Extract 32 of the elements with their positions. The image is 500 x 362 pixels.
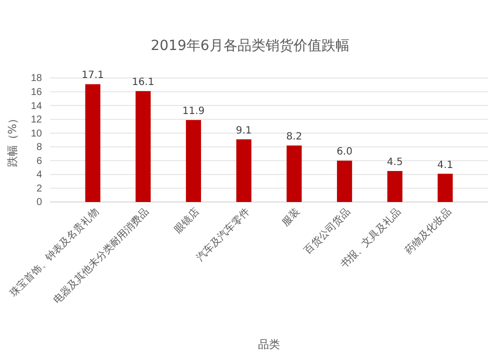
bar <box>136 91 151 202</box>
y-tick-label: 2 <box>36 183 42 194</box>
y-tick-label: 16 <box>30 86 42 98</box>
y-tick-label: 8 <box>36 142 42 154</box>
data-label: 6.0 <box>336 146 352 158</box>
y-tick-label: 0 <box>36 197 42 208</box>
x-axis-title: 品类 <box>258 338 280 351</box>
bar <box>387 171 402 202</box>
data-label: 4.1 <box>437 160 454 171</box>
data-label: 17.1 <box>82 70 104 82</box>
bar <box>236 139 252 202</box>
y-axis-title: 跌幅（%） <box>6 112 19 168</box>
bar <box>186 120 202 202</box>
bar <box>85 84 100 202</box>
bar <box>438 174 453 202</box>
data-label: 11.9 <box>182 106 205 118</box>
y-tick-label: 10 <box>30 128 42 140</box>
x-tick-label: 服装 <box>280 206 302 228</box>
chart-title: 2019年6月各品类销货价值跌幅 <box>150 38 350 54</box>
data-label: 4.5 <box>386 157 403 168</box>
data-label: 9.1 <box>236 125 252 136</box>
x-tick-label: 药物及化妆品 <box>402 206 454 257</box>
y-tick-label: 6 <box>36 156 42 167</box>
y-tick-label: 4 <box>36 170 42 181</box>
y-tick-label: 18 <box>30 73 42 84</box>
data-label: 16.1 <box>132 77 154 88</box>
y-tick-label: 12 <box>30 114 42 126</box>
bar <box>286 146 302 202</box>
data-label: 8.2 <box>286 132 302 143</box>
y-tick-label: 14 <box>30 100 42 112</box>
bar <box>336 160 352 202</box>
x-tick-label: 眼镜店 <box>172 206 202 236</box>
